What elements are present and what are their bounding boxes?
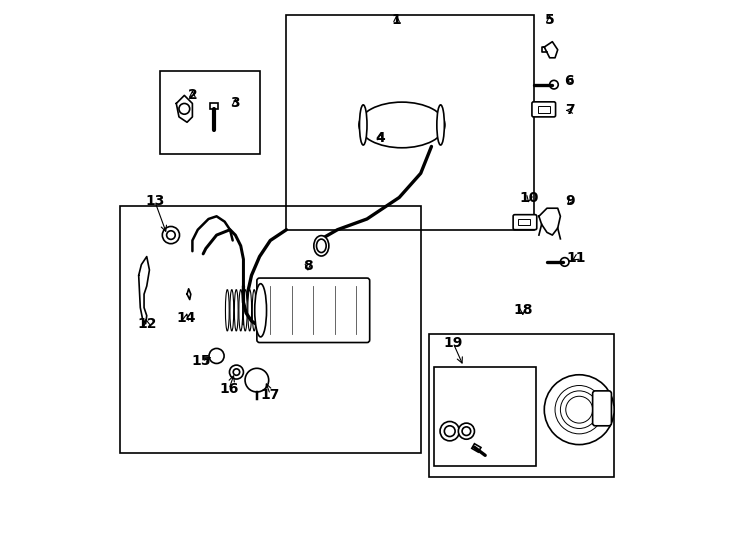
Ellipse shape	[360, 105, 367, 145]
FancyBboxPatch shape	[513, 215, 537, 230]
Text: 17: 17	[261, 388, 280, 402]
Ellipse shape	[239, 289, 243, 331]
Text: 16: 16	[219, 382, 239, 396]
Text: 10: 10	[520, 191, 539, 205]
Ellipse shape	[230, 289, 233, 331]
Ellipse shape	[225, 289, 229, 331]
Circle shape	[233, 369, 240, 375]
Ellipse shape	[316, 239, 326, 253]
Ellipse shape	[244, 289, 247, 331]
Ellipse shape	[314, 235, 329, 256]
Text: 5: 5	[545, 13, 554, 27]
Polygon shape	[176, 96, 192, 122]
FancyBboxPatch shape	[592, 391, 611, 426]
Bar	[120, 206, 421, 453]
Text: 1: 1	[392, 13, 401, 27]
Bar	[160, 71, 260, 154]
Circle shape	[560, 258, 569, 266]
Text: 18: 18	[513, 303, 533, 318]
Ellipse shape	[234, 289, 238, 331]
Circle shape	[458, 423, 474, 439]
Circle shape	[230, 365, 244, 379]
Circle shape	[245, 368, 269, 392]
Text: 11: 11	[567, 251, 586, 265]
Text: 8: 8	[303, 259, 313, 273]
Circle shape	[209, 348, 224, 363]
Text: 19: 19	[443, 335, 462, 349]
Text: 14: 14	[176, 312, 196, 325]
Text: 15: 15	[192, 354, 211, 368]
Text: 3: 3	[230, 97, 240, 111]
Text: 2: 2	[187, 89, 197, 103]
Circle shape	[462, 427, 470, 435]
Text: 4: 4	[376, 131, 385, 145]
Text: 13: 13	[145, 194, 164, 208]
Circle shape	[162, 226, 180, 244]
Ellipse shape	[255, 284, 266, 337]
Ellipse shape	[252, 289, 256, 331]
Bar	[210, 104, 218, 109]
Ellipse shape	[437, 105, 444, 145]
Polygon shape	[545, 42, 558, 58]
Circle shape	[545, 375, 614, 444]
Bar	[472, 444, 481, 452]
Bar	[286, 15, 534, 230]
Ellipse shape	[248, 289, 252, 331]
Bar	[538, 106, 550, 113]
FancyBboxPatch shape	[257, 278, 370, 342]
Text: 12: 12	[137, 317, 156, 330]
Circle shape	[179, 104, 189, 114]
Text: 9: 9	[565, 194, 575, 208]
Circle shape	[550, 80, 559, 89]
Text: 7: 7	[565, 104, 575, 117]
Polygon shape	[539, 208, 560, 235]
Bar	[434, 367, 537, 466]
FancyBboxPatch shape	[532, 102, 556, 117]
Ellipse shape	[359, 102, 445, 148]
Text: 6: 6	[564, 74, 573, 88]
Bar	[429, 334, 614, 477]
Circle shape	[444, 426, 455, 436]
Bar	[518, 219, 531, 225]
Circle shape	[167, 231, 175, 239]
Circle shape	[440, 422, 459, 441]
